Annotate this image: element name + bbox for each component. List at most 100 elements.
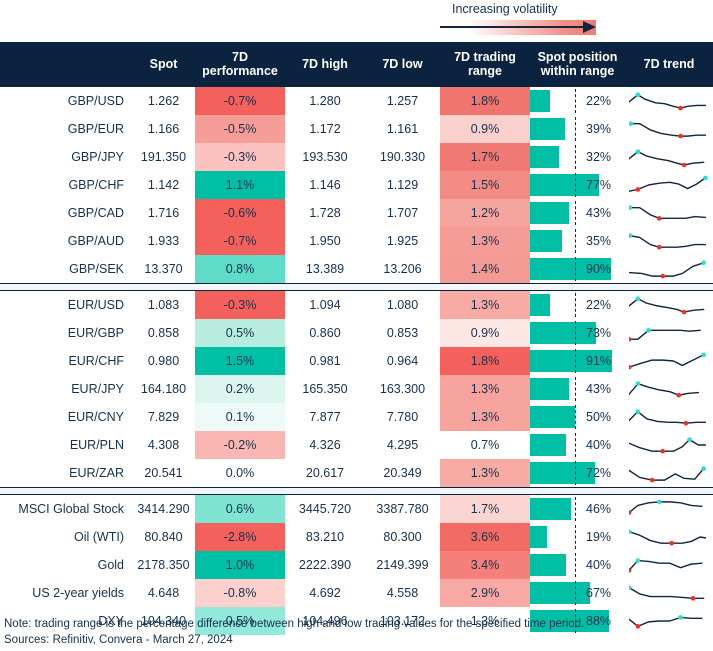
cell-low: 163.300 bbox=[379, 382, 426, 396]
cell-trading-range: 3.6% bbox=[440, 523, 530, 551]
position-value: 77% bbox=[586, 178, 612, 192]
header-cell-high: 7D high bbox=[302, 57, 348, 71]
cell-high: 4.326 bbox=[309, 438, 341, 452]
position-value: 91% bbox=[586, 354, 612, 368]
position-midline bbox=[575, 581, 576, 605]
cell-high: 165.350 bbox=[302, 382, 348, 396]
header-cell-trend: 7D trend bbox=[643, 57, 695, 71]
cell-trend-sparkline bbox=[625, 347, 713, 375]
cell-spot-position: 67% bbox=[530, 579, 625, 607]
row-label: EUR/USD bbox=[67, 298, 124, 312]
volatility-gradient-bar bbox=[440, 20, 622, 35]
cell-spot-position: 43% bbox=[530, 199, 625, 227]
cell-performance: -0.8% bbox=[195, 579, 285, 607]
cell-low: 13.206 bbox=[383, 262, 422, 276]
cell-spot-position: 35% bbox=[530, 227, 625, 255]
cell-low: 1.707 bbox=[386, 206, 419, 220]
cell-trend-sparkline bbox=[625, 227, 713, 255]
sparkline-svg bbox=[629, 296, 705, 315]
position-midline bbox=[575, 293, 576, 317]
position-track bbox=[530, 293, 625, 317]
cell-performance: -2.8% bbox=[195, 523, 285, 551]
cell-performance: -0.3% bbox=[195, 291, 285, 319]
cell-trend-sparkline bbox=[625, 291, 713, 319]
cell-spot: 13.370 bbox=[144, 262, 183, 276]
table-row: GBP/CAD 1.716 -0.6% 1.728 1.707 1.2% 43% bbox=[0, 199, 713, 227]
position-track bbox=[530, 321, 625, 345]
position-bar bbox=[530, 118, 565, 140]
cell-high: 3445.720 bbox=[298, 502, 352, 516]
footnotes: Note: trading range is the percentage di… bbox=[4, 616, 584, 648]
cell-spot: 1.262 bbox=[147, 94, 180, 108]
header-range-line2: range bbox=[467, 64, 503, 78]
sparkline-svg bbox=[629, 499, 703, 515]
cell-trading-range: 3.4% bbox=[440, 551, 530, 579]
cell-trading-range: 1.3% bbox=[440, 227, 530, 255]
cell-trading-range: 1.4% bbox=[440, 255, 530, 283]
sparkline-svg bbox=[629, 328, 701, 342]
cell-trading-range: 1.8% bbox=[440, 347, 530, 375]
cell-trend-sparkline bbox=[625, 199, 713, 227]
cell-high: 1.728 bbox=[309, 206, 341, 220]
cell-spot: 7.829 bbox=[147, 410, 180, 424]
cell-performance: 1.5% bbox=[195, 347, 285, 375]
cell-low: 80.300 bbox=[383, 530, 422, 544]
cell-trend-sparkline bbox=[625, 255, 713, 283]
cell-spot: 1.933 bbox=[147, 234, 180, 248]
cell-trading-range: 0.9% bbox=[440, 319, 530, 347]
cell-spot-position: 77% bbox=[530, 171, 625, 199]
position-value: 22% bbox=[586, 298, 612, 312]
table-row: GBP/USD 1.262 -0.7% 1.280 1.257 1.8% 22% bbox=[0, 87, 713, 115]
cell-spot-position: 22% bbox=[530, 291, 625, 319]
cell-high: 193.530 bbox=[302, 150, 348, 164]
position-value: 46% bbox=[586, 502, 612, 516]
sparkline-svg bbox=[629, 558, 703, 573]
row-label: EUR/CHF bbox=[68, 354, 124, 368]
cell-spot: 3414.290 bbox=[137, 502, 190, 516]
cell-spot-position: 22% bbox=[530, 87, 625, 115]
cell-performance: 0.0% bbox=[195, 459, 285, 487]
cell-performance: 0.5% bbox=[195, 607, 285, 635]
cell-trend-sparkline bbox=[625, 607, 713, 635]
group-separator bbox=[0, 487, 713, 494]
position-bar bbox=[530, 202, 569, 224]
cell-high: 2222.390 bbox=[298, 558, 352, 572]
position-track bbox=[530, 581, 625, 605]
cell-trading-range: 0.9% bbox=[440, 115, 530, 143]
header-performance-line1: 7D bbox=[232, 50, 248, 64]
sparkline-svg bbox=[629, 149, 705, 168]
position-midline bbox=[575, 117, 576, 141]
position-value: 72% bbox=[586, 466, 612, 480]
position-value: 19% bbox=[586, 530, 612, 544]
position-bar bbox=[530, 90, 550, 112]
position-midline bbox=[575, 201, 576, 225]
sparkline-svg bbox=[629, 92, 707, 111]
sparkline-svg bbox=[629, 409, 707, 426]
cell-trend-sparkline bbox=[625, 523, 713, 551]
position-bar bbox=[530, 554, 566, 576]
cell-low: 4.295 bbox=[386, 438, 419, 452]
cell-low: 1.925 bbox=[386, 234, 419, 248]
sparkline-svg bbox=[629, 585, 705, 601]
cell-spot-position: 40% bbox=[530, 551, 625, 579]
cell-spot: 20.541 bbox=[144, 466, 183, 480]
cell-trading-range: 0.7% bbox=[440, 431, 530, 459]
sparkline-svg bbox=[629, 352, 706, 370]
cell-trading-range: 1.2% bbox=[440, 199, 530, 227]
position-midline bbox=[575, 349, 576, 373]
sparkline-svg bbox=[629, 175, 708, 192]
cell-spot-position: 46% bbox=[530, 495, 625, 523]
position-midline bbox=[575, 553, 576, 577]
position-value: 35% bbox=[586, 234, 612, 248]
cell-performance: 0.2% bbox=[195, 375, 285, 403]
position-track bbox=[530, 117, 625, 141]
cell-spot: 1.716 bbox=[147, 206, 180, 220]
position-track bbox=[530, 497, 625, 521]
position-bar bbox=[530, 462, 595, 484]
table-header-row: Spot 7D performance 7D high 7D low 7D tr… bbox=[0, 42, 713, 86]
cell-spot: 1.142 bbox=[147, 178, 180, 192]
table-row: EUR/CNY 7.829 0.1% 7.877 7.780 1.3% 50% bbox=[0, 403, 713, 431]
sparkline-svg bbox=[629, 260, 706, 279]
cell-performance: -0.2% bbox=[195, 431, 285, 459]
position-track bbox=[530, 89, 625, 113]
